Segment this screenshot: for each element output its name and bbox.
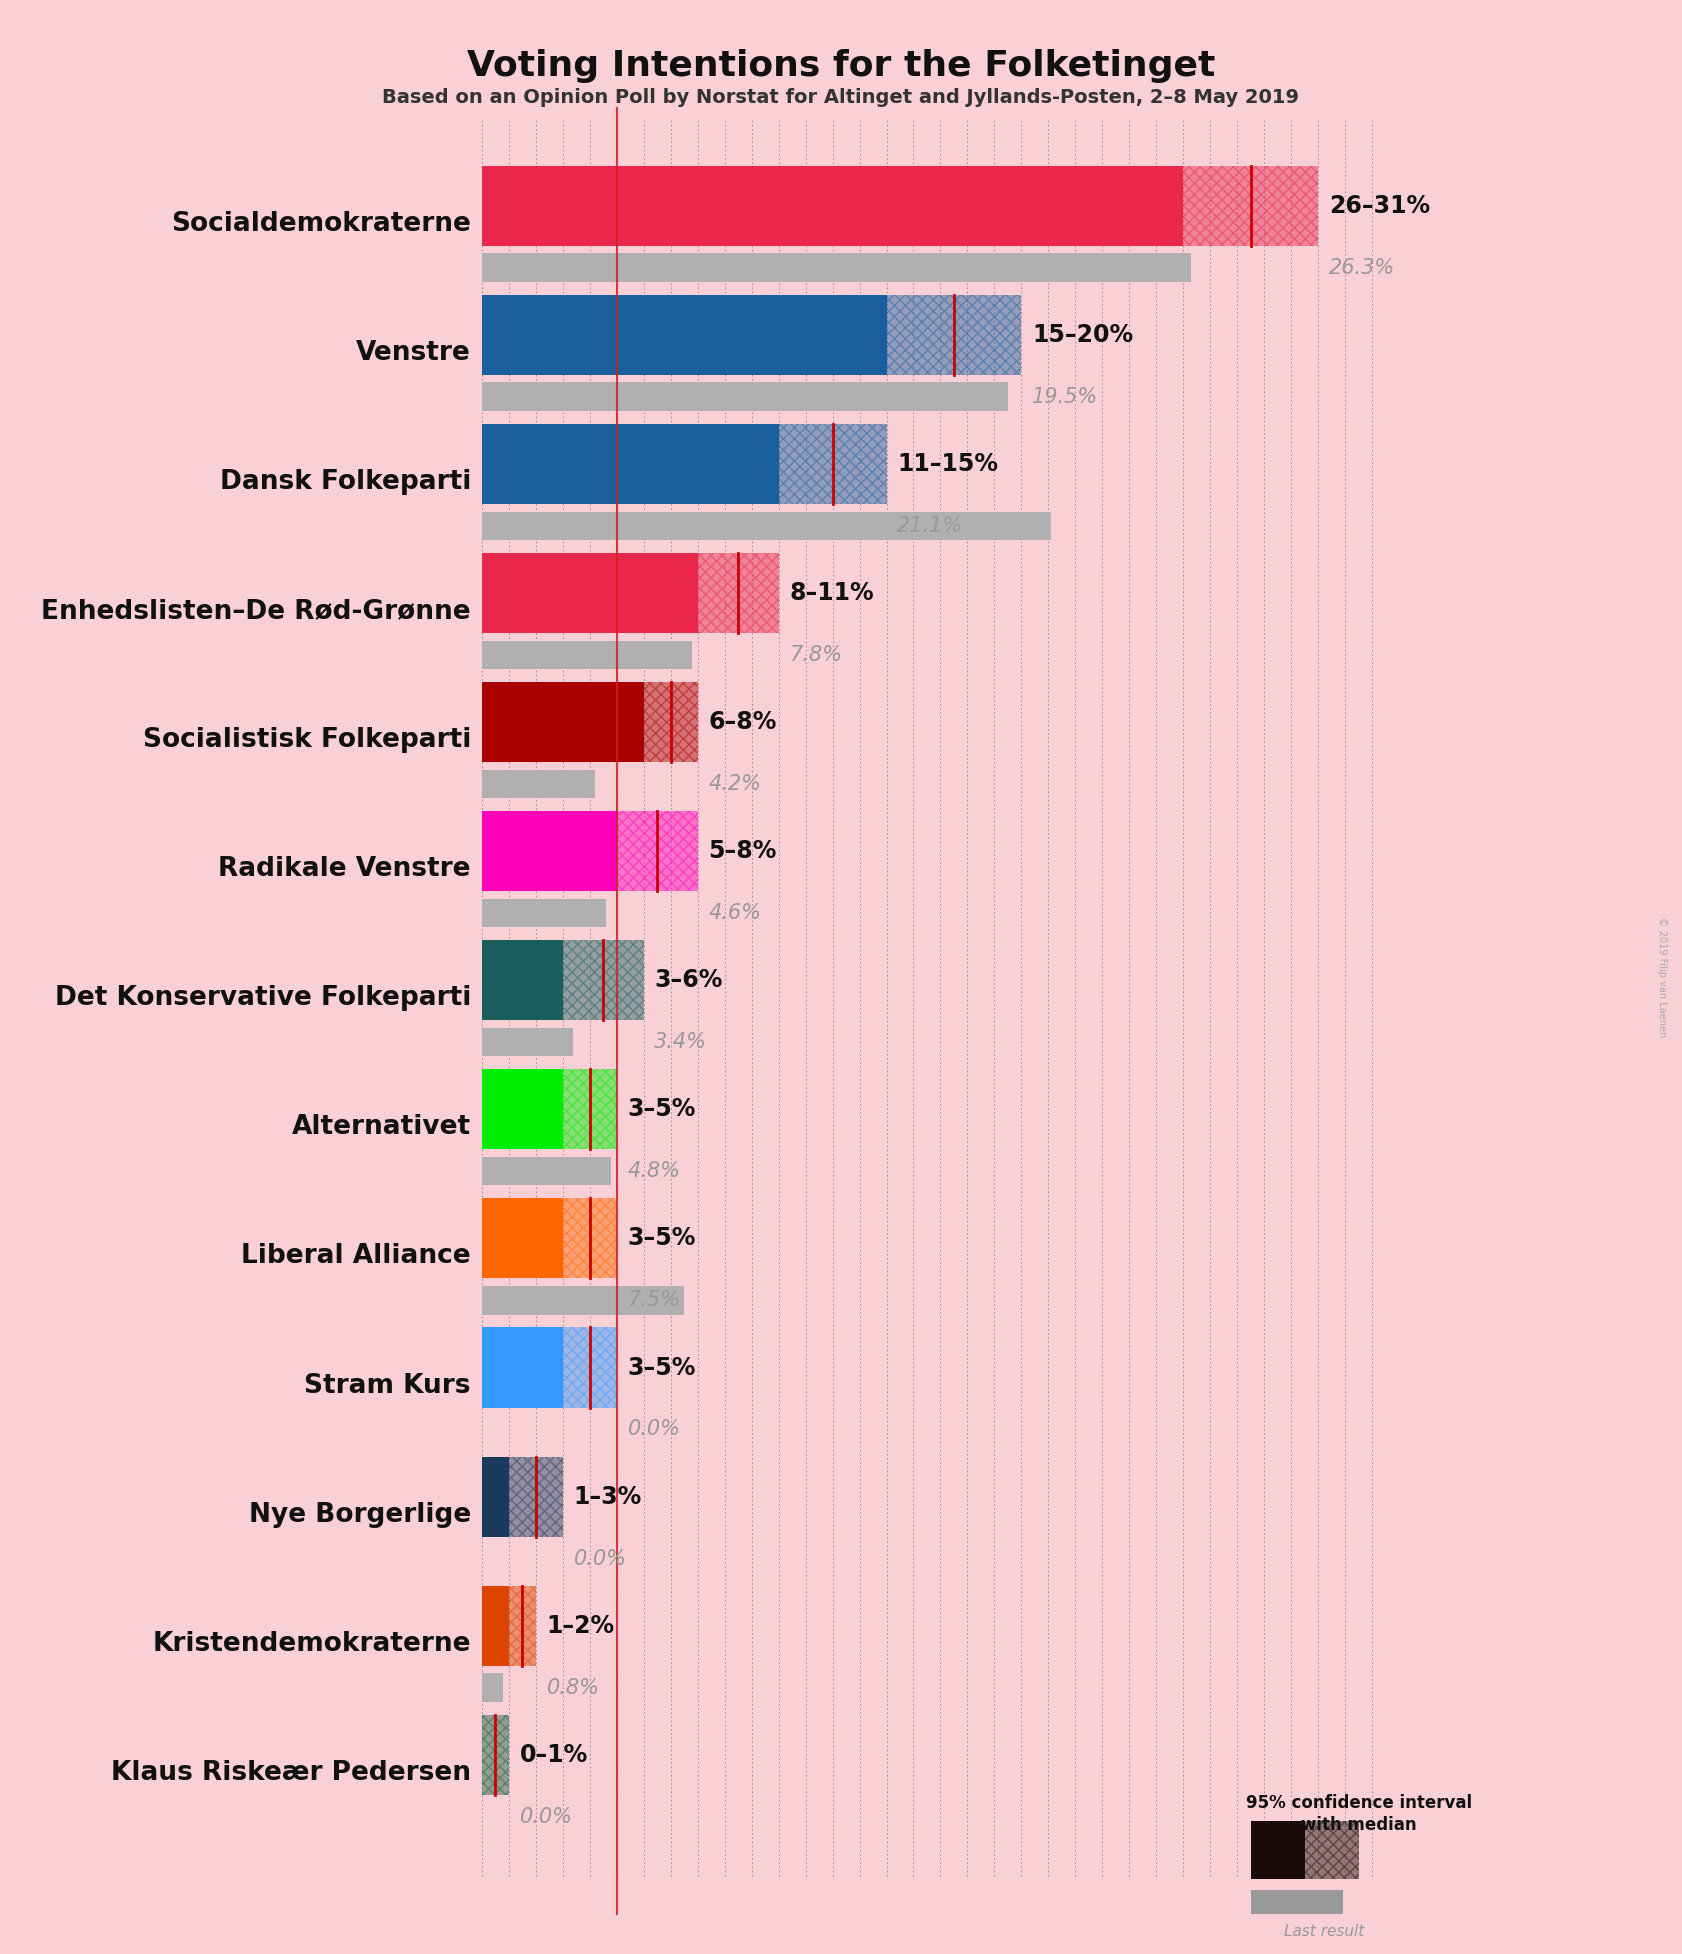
Bar — [481, 899, 606, 928]
Text: with median: with median — [1300, 1815, 1416, 1833]
Bar — [1305, 1821, 1359, 1880]
Bar — [481, 1286, 685, 1315]
Bar — [481, 811, 617, 891]
Text: Venstre: Venstre — [357, 340, 471, 365]
Bar — [617, 811, 698, 891]
Text: 0.8%: 0.8% — [547, 1678, 599, 1698]
Text: 7.5%: 7.5% — [627, 1290, 681, 1311]
Bar — [481, 166, 1184, 246]
Bar — [563, 1327, 617, 1407]
Text: Stram Kurs: Stram Kurs — [304, 1372, 471, 1399]
Bar — [563, 1069, 617, 1149]
Bar — [481, 1198, 563, 1278]
Text: 5–8%: 5–8% — [708, 838, 777, 864]
Text: 1–3%: 1–3% — [574, 1485, 643, 1508]
Text: 3–5%: 3–5% — [627, 1227, 696, 1251]
Bar — [481, 1587, 508, 1665]
Bar — [698, 553, 779, 633]
Text: 3.4%: 3.4% — [654, 1032, 708, 1051]
Bar — [886, 295, 1021, 375]
Bar — [481, 1716, 508, 1796]
Text: Alternativet: Alternativet — [293, 1114, 471, 1141]
Text: Nye Borgerlige: Nye Borgerlige — [249, 1503, 471, 1528]
Text: 26.3%: 26.3% — [1329, 258, 1396, 277]
Bar — [481, 1673, 503, 1702]
Bar — [481, 682, 644, 762]
Text: Based on an Opinion Poll by Norstat for Altinget and Jyllands-Posten, 2–8 May 20: Based on an Opinion Poll by Norstat for … — [382, 88, 1300, 107]
Text: 6–8%: 6–8% — [708, 709, 777, 735]
Text: 7.8%: 7.8% — [789, 645, 843, 664]
Bar — [563, 1198, 617, 1278]
Bar — [481, 512, 1051, 539]
Bar — [644, 682, 698, 762]
Text: Voting Intentions for the Folketinget: Voting Intentions for the Folketinget — [468, 49, 1214, 82]
Text: Socialdemokraterne: Socialdemokraterne — [172, 211, 471, 236]
Text: Det Konservative Folkeparti: Det Konservative Folkeparti — [54, 985, 471, 1012]
Bar — [481, 1028, 574, 1057]
Bar — [1251, 1890, 1342, 1913]
Bar — [481, 1456, 508, 1536]
Text: 21.1%: 21.1% — [897, 516, 964, 535]
Text: 95% confidence interval: 95% confidence interval — [1246, 1794, 1472, 1811]
Text: 0.0%: 0.0% — [627, 1419, 681, 1440]
Bar — [481, 295, 886, 375]
Text: 0.0%: 0.0% — [574, 1550, 626, 1569]
Text: 3–6%: 3–6% — [654, 969, 723, 993]
Text: Enhedslisten–De Rød-Grønne: Enhedslisten–De Rød-Grønne — [42, 598, 471, 623]
Text: Liberal Alliance: Liberal Alliance — [241, 1243, 471, 1270]
Text: 8–11%: 8–11% — [789, 580, 875, 606]
Bar — [508, 1456, 563, 1536]
Bar — [779, 424, 886, 504]
Text: 0–1%: 0–1% — [520, 1743, 587, 1766]
Bar — [481, 940, 563, 1020]
Bar — [481, 1069, 563, 1149]
Bar — [1251, 1821, 1305, 1880]
Text: Dansk Folkeparti: Dansk Folkeparti — [220, 469, 471, 494]
Text: 15–20%: 15–20% — [1033, 322, 1134, 346]
Bar — [508, 1587, 537, 1665]
Text: Socialistisk Folkeparti: Socialistisk Folkeparti — [143, 727, 471, 752]
Text: 11–15%: 11–15% — [897, 451, 999, 475]
Text: 1–2%: 1–2% — [547, 1614, 614, 1637]
Bar — [481, 553, 698, 633]
Bar — [1184, 166, 1319, 246]
Text: 4.2%: 4.2% — [708, 774, 762, 793]
Text: 3–5%: 3–5% — [627, 1356, 696, 1380]
Bar — [481, 424, 779, 504]
Text: © 2019 Filip van Laenen: © 2019 Filip van Laenen — [1657, 916, 1667, 1038]
Bar — [481, 254, 1191, 281]
Bar — [481, 770, 595, 797]
Text: 19.5%: 19.5% — [1033, 387, 1098, 406]
Bar — [481, 641, 693, 668]
Text: Klaus Riskeær Pedersen: Klaus Riskeær Pedersen — [111, 1761, 471, 1786]
Bar — [481, 1157, 611, 1186]
Bar — [563, 940, 644, 1020]
Text: 0.0%: 0.0% — [520, 1807, 572, 1827]
Text: 3–5%: 3–5% — [627, 1098, 696, 1122]
Text: 26–31%: 26–31% — [1329, 193, 1430, 217]
Text: Last result: Last result — [1283, 1925, 1364, 1938]
Text: Radikale Venstre: Radikale Venstre — [219, 856, 471, 881]
Bar — [481, 383, 1008, 410]
Text: Kristendemokraterne: Kristendemokraterne — [153, 1632, 471, 1657]
Text: 4.8%: 4.8% — [627, 1161, 681, 1182]
Bar — [481, 1327, 563, 1407]
Text: 4.6%: 4.6% — [708, 903, 762, 922]
